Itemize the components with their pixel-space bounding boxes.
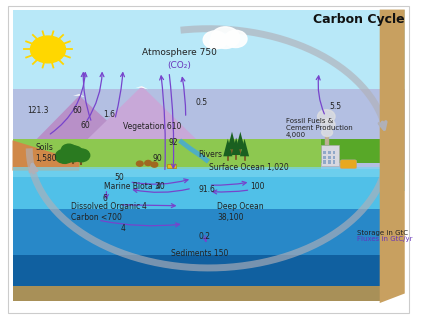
Circle shape bbox=[211, 27, 240, 48]
Text: 6: 6 bbox=[103, 194, 108, 203]
Circle shape bbox=[56, 149, 74, 163]
FancyBboxPatch shape bbox=[12, 301, 380, 313]
FancyBboxPatch shape bbox=[332, 151, 335, 154]
Text: 5.5: 5.5 bbox=[330, 102, 342, 111]
Circle shape bbox=[317, 110, 335, 123]
Text: 60: 60 bbox=[81, 121, 91, 130]
Circle shape bbox=[203, 31, 227, 49]
Text: Sediments 150: Sediments 150 bbox=[171, 249, 229, 258]
FancyBboxPatch shape bbox=[332, 156, 335, 159]
Text: Vegetation 610: Vegetation 610 bbox=[123, 122, 181, 130]
Circle shape bbox=[321, 119, 335, 130]
FancyBboxPatch shape bbox=[12, 10, 405, 191]
FancyBboxPatch shape bbox=[12, 286, 380, 303]
Polygon shape bbox=[136, 86, 148, 89]
Text: Fossil Fuels &
Cement Production
4,000: Fossil Fuels & Cement Production 4,000 bbox=[286, 118, 353, 137]
Polygon shape bbox=[232, 137, 241, 155]
Circle shape bbox=[31, 36, 65, 63]
Text: Rivers: Rivers bbox=[198, 150, 222, 159]
Circle shape bbox=[224, 30, 247, 48]
Polygon shape bbox=[73, 94, 85, 97]
FancyBboxPatch shape bbox=[12, 167, 380, 177]
Text: Marine Biota 3: Marine Biota 3 bbox=[104, 182, 160, 191]
Polygon shape bbox=[380, 10, 405, 303]
FancyBboxPatch shape bbox=[12, 139, 321, 171]
Text: Deep Ocean
38,100: Deep Ocean 38,100 bbox=[217, 203, 264, 222]
Circle shape bbox=[210, 36, 226, 48]
Text: 92: 92 bbox=[168, 138, 178, 147]
FancyBboxPatch shape bbox=[12, 89, 405, 172]
FancyBboxPatch shape bbox=[328, 151, 331, 154]
Text: 100: 100 bbox=[251, 182, 265, 191]
Circle shape bbox=[73, 149, 90, 162]
FancyBboxPatch shape bbox=[12, 255, 380, 287]
Circle shape bbox=[151, 162, 158, 167]
FancyBboxPatch shape bbox=[321, 139, 384, 163]
Polygon shape bbox=[12, 140, 79, 171]
Text: Dissolved Organic
Carbon <700: Dissolved Organic Carbon <700 bbox=[71, 203, 140, 222]
FancyBboxPatch shape bbox=[328, 156, 331, 159]
FancyBboxPatch shape bbox=[12, 89, 405, 191]
Polygon shape bbox=[17, 96, 150, 160]
Text: 50: 50 bbox=[114, 173, 124, 182]
FancyBboxPatch shape bbox=[323, 160, 326, 164]
Text: 1.6: 1.6 bbox=[103, 110, 115, 119]
Text: 121.3: 121.3 bbox=[28, 106, 49, 115]
FancyBboxPatch shape bbox=[326, 136, 329, 145]
Text: Storage in GtC: Storage in GtC bbox=[357, 230, 408, 236]
Text: 60: 60 bbox=[72, 106, 82, 115]
Polygon shape bbox=[227, 132, 237, 149]
Text: 40: 40 bbox=[156, 182, 165, 191]
Circle shape bbox=[62, 146, 83, 162]
Circle shape bbox=[61, 144, 76, 156]
FancyBboxPatch shape bbox=[332, 160, 335, 164]
Text: Surface Ocean 1,020: Surface Ocean 1,020 bbox=[209, 163, 289, 172]
FancyBboxPatch shape bbox=[12, 169, 380, 211]
Polygon shape bbox=[223, 139, 232, 156]
FancyBboxPatch shape bbox=[328, 160, 331, 164]
Polygon shape bbox=[67, 86, 217, 160]
Circle shape bbox=[322, 128, 332, 137]
FancyBboxPatch shape bbox=[340, 160, 357, 169]
Text: 4: 4 bbox=[142, 202, 146, 211]
Text: 91.6: 91.6 bbox=[198, 185, 215, 194]
Text: 90: 90 bbox=[153, 154, 163, 163]
Text: Fluxes in GtC/yr: Fluxes in GtC/yr bbox=[357, 236, 412, 242]
Text: 4: 4 bbox=[121, 224, 125, 233]
Circle shape bbox=[136, 161, 143, 166]
FancyBboxPatch shape bbox=[323, 156, 326, 159]
FancyBboxPatch shape bbox=[321, 145, 339, 166]
Text: 0.5: 0.5 bbox=[195, 98, 207, 107]
FancyBboxPatch shape bbox=[12, 209, 380, 257]
Polygon shape bbox=[240, 139, 249, 156]
FancyBboxPatch shape bbox=[167, 164, 176, 168]
FancyBboxPatch shape bbox=[323, 151, 326, 154]
Text: 0.2: 0.2 bbox=[198, 232, 210, 241]
Text: Soils
1,580: Soils 1,580 bbox=[35, 144, 57, 163]
Text: (CO₂): (CO₂) bbox=[167, 61, 191, 70]
Text: Carbon Cycle: Carbon Cycle bbox=[313, 13, 405, 26]
Circle shape bbox=[145, 160, 151, 166]
Text: Atmosphere 750: Atmosphere 750 bbox=[142, 48, 217, 57]
Polygon shape bbox=[236, 132, 245, 149]
